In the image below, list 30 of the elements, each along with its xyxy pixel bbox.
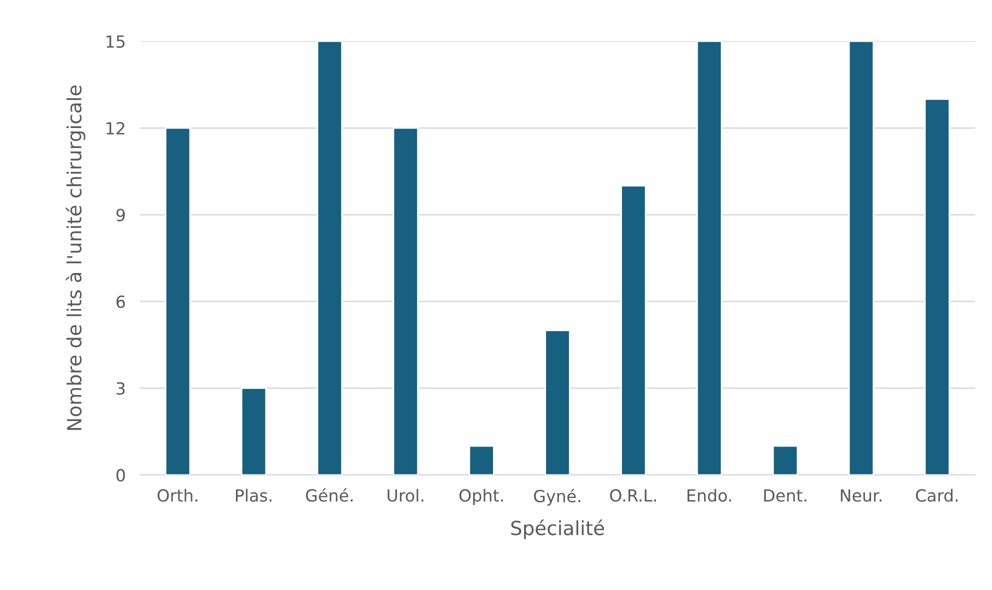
x-tick-label: Plas. [236, 488, 272, 502]
y-axis-title: Nombre de lits à l'unité chirurgicale [66, 85, 86, 430]
x-tick-label: O.R.L. [610, 489, 656, 502]
x-tick-label: Opht. [459, 488, 503, 505]
y-tick-label: 9 [116, 208, 125, 222]
y-tick-label: 6 [116, 295, 125, 308]
y-tick-label: 3 [116, 382, 125, 395]
x-tick-label: Card. [916, 488, 958, 502]
x-axis-title: Spécialité [511, 520, 604, 540]
y-tick-label: 12 [106, 122, 124, 134]
y-tick-label: 15 [106, 35, 125, 48]
x-tick-label: Urol. [388, 488, 424, 502]
bar [164, 127, 191, 475]
x-tick-label: Endo. [688, 488, 732, 502]
x-tick-label: Géné. [306, 488, 353, 502]
bar [620, 185, 646, 475]
bar [848, 41, 874, 475]
x-tick-label: Dent. [764, 489, 806, 502]
bar [392, 127, 418, 475]
x-tick-label: Gyné. [534, 488, 580, 506]
bar [772, 445, 798, 475]
x-tick-label: Neur. [840, 489, 882, 502]
bar [924, 98, 950, 475]
bar [316, 41, 343, 475]
x-tick-label: Orth. [158, 488, 198, 502]
bar [696, 41, 722, 475]
bar [544, 330, 570, 475]
y-tick-label: 0 [116, 468, 125, 482]
bar [468, 445, 494, 475]
bar [240, 388, 267, 475]
